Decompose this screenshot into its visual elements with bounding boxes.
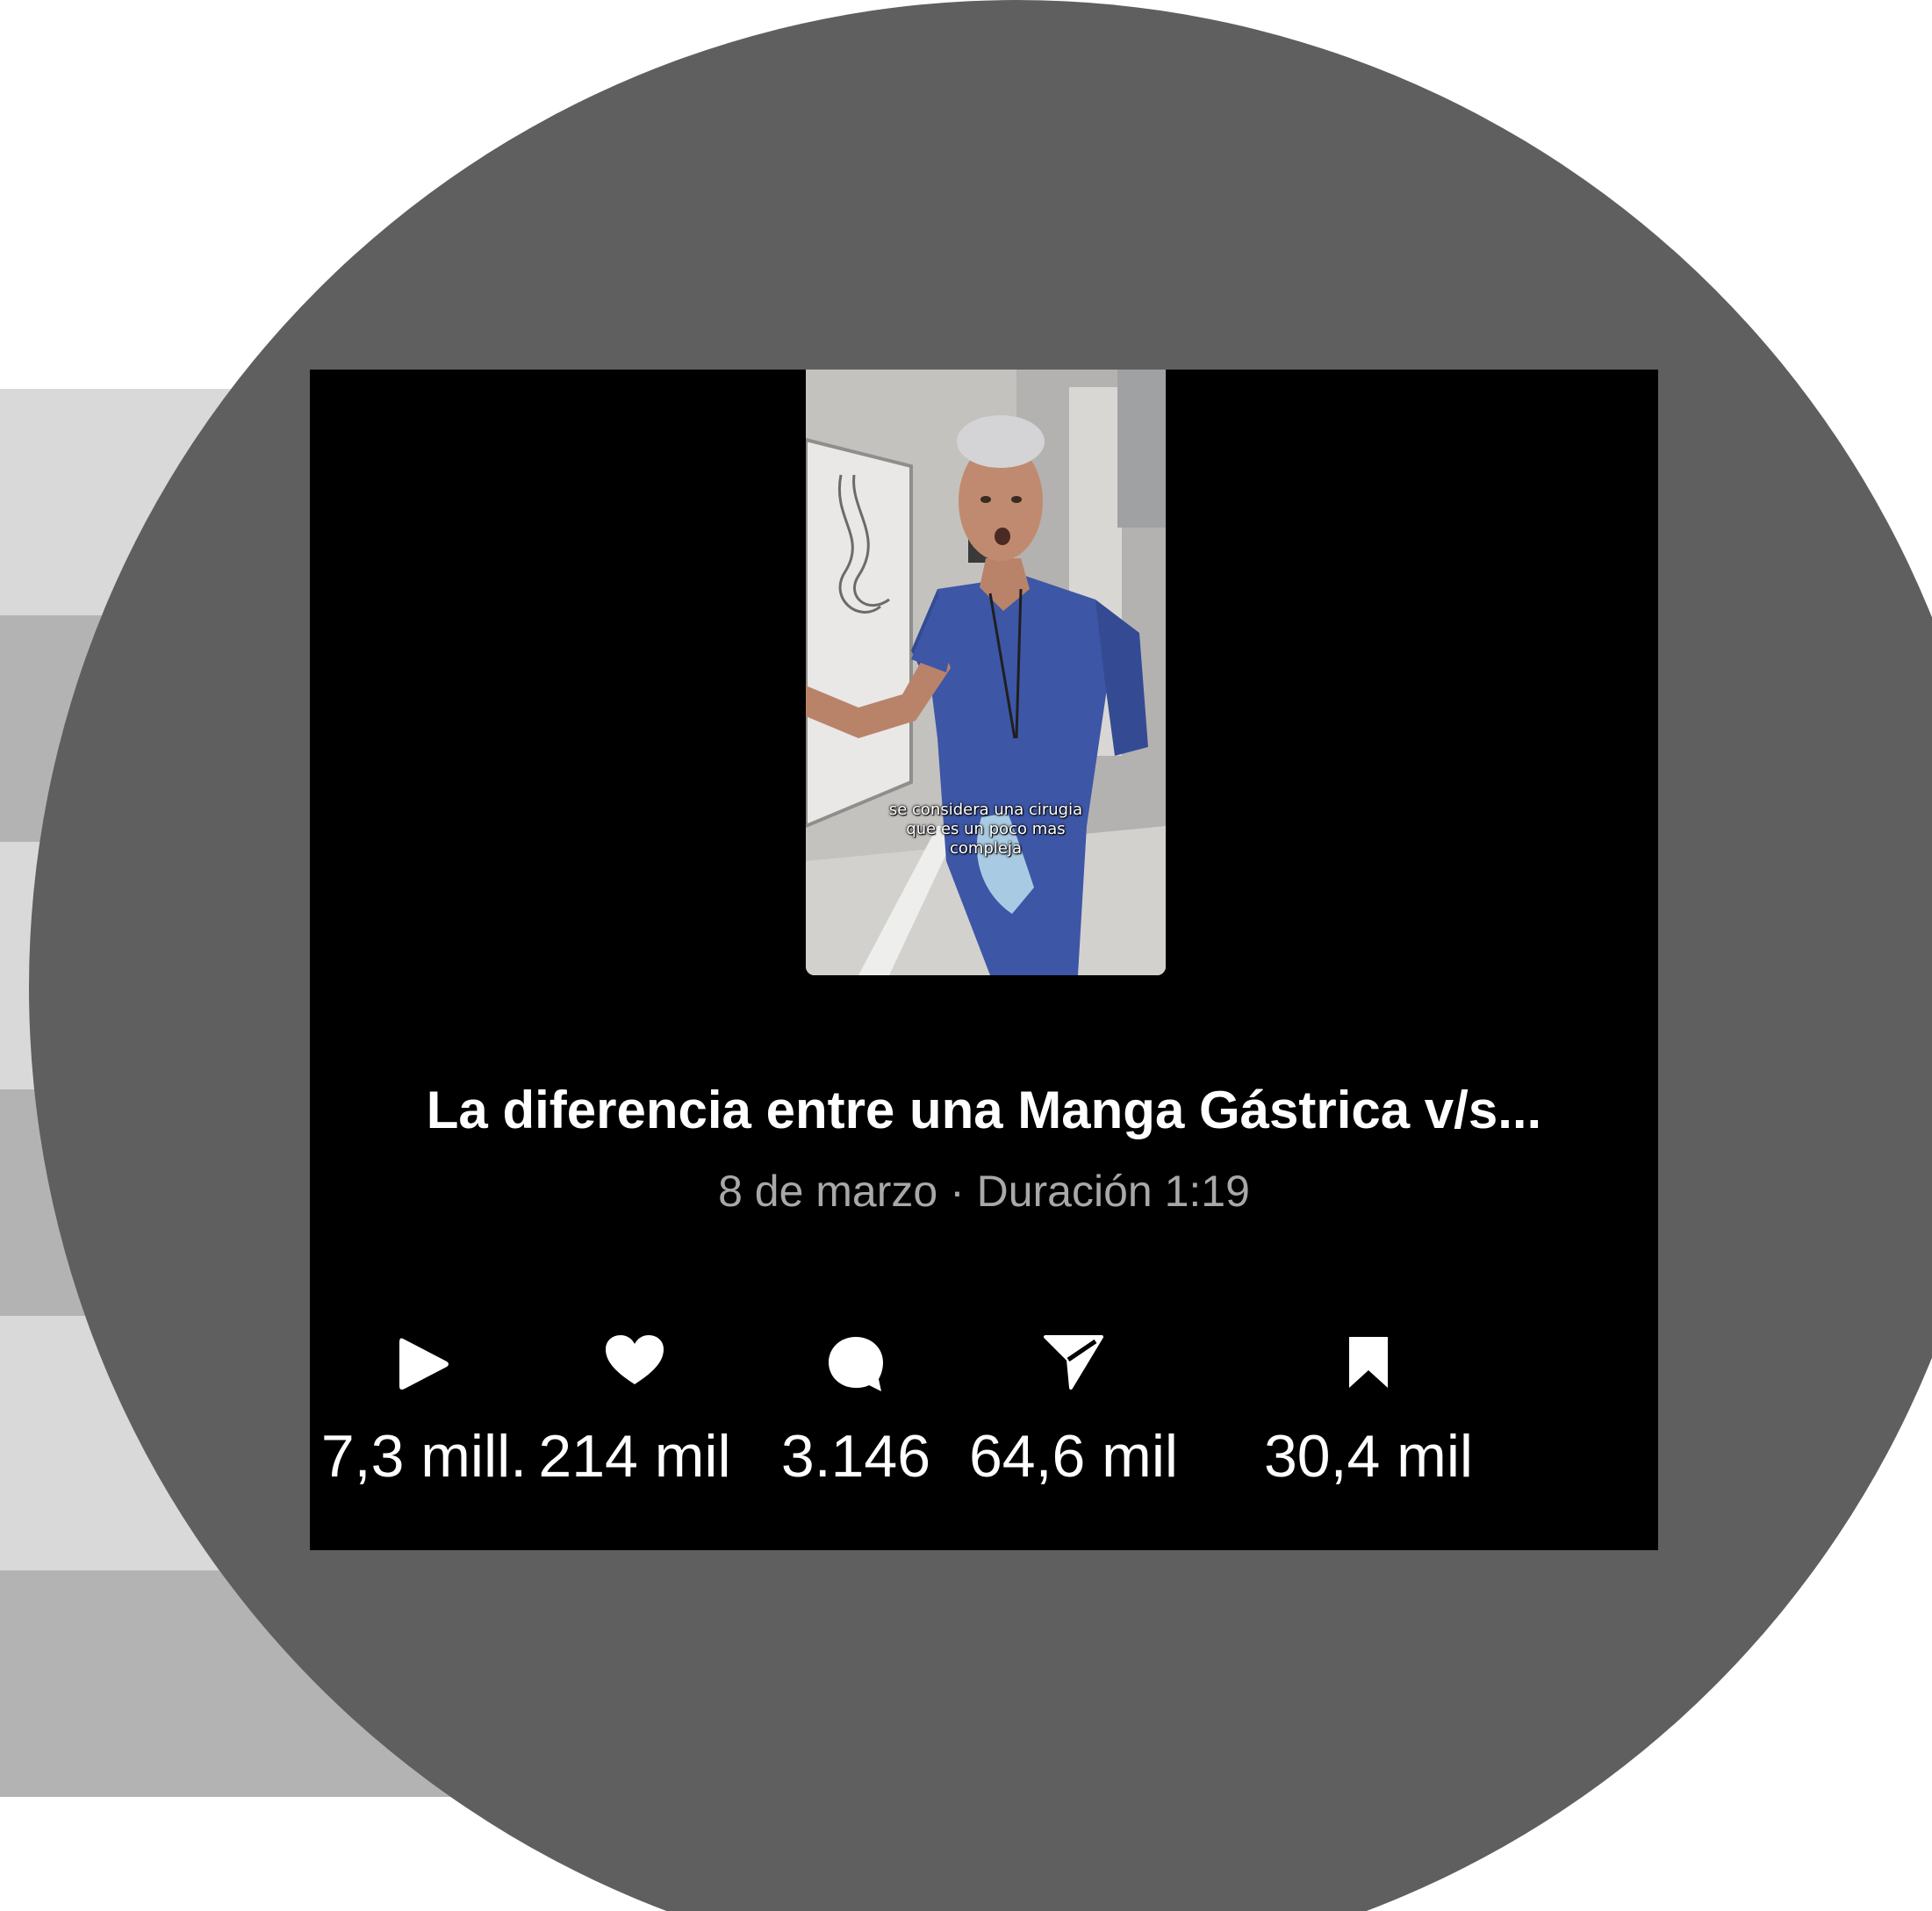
caption-line: que es un poco mas bbox=[906, 820, 1066, 838]
heart-icon bbox=[521, 1333, 749, 1395]
plays-count: 7,3 mill. bbox=[320, 1423, 528, 1490]
shares-stat: 64,6 mil bbox=[959, 1333, 1188, 1491]
reel-insights-card: se considera una cirugia que es un poco … bbox=[310, 370, 1658, 1550]
post-title: La diferencia entre una Manga Gástrica v… bbox=[426, 1081, 1542, 1139]
shares-count: 64,6 mil bbox=[968, 1423, 1179, 1490]
comments-stat: 3.146 bbox=[742, 1333, 970, 1491]
likes-count: 214 mil bbox=[538, 1423, 731, 1490]
video-frame-illustration bbox=[806, 370, 1166, 975]
post-meta: 8 de marzo · Duración 1:19 bbox=[718, 1167, 1250, 1216]
video-thumbnail[interactable]: se considera una cirugia que es un poco … bbox=[806, 370, 1166, 975]
plays-stat: 7,3 mill. bbox=[310, 1333, 538, 1491]
send-icon bbox=[959, 1333, 1188, 1395]
comments-count: 3.146 bbox=[780, 1423, 931, 1490]
comment-bubble-icon bbox=[742, 1333, 970, 1395]
caption-line: se considera una cirugia bbox=[888, 801, 1083, 819]
saves-count: 30,4 mil bbox=[1263, 1423, 1474, 1490]
likes-stat: 214 mil bbox=[521, 1333, 749, 1491]
video-caption-overlay: se considera una cirugia que es un poco … bbox=[806, 801, 1166, 859]
saves-stat: 30,4 mil bbox=[1254, 1333, 1483, 1491]
caption-line: compleja bbox=[950, 839, 1022, 858]
bookmark-icon bbox=[1254, 1333, 1483, 1395]
play-icon bbox=[310, 1333, 538, 1395]
